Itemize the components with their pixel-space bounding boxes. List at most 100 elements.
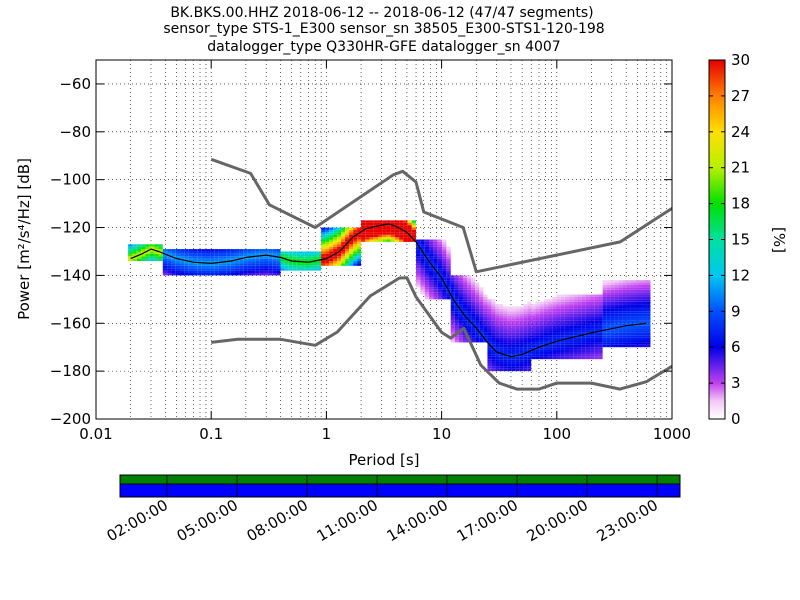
- density-cell: [251, 253, 256, 257]
- density-cell: [523, 344, 528, 348]
- density-cell: [527, 318, 532, 321]
- density-cell: [429, 275, 434, 278]
- density-cell: [325, 256, 330, 259]
- density-cell: [499, 354, 504, 357]
- density-cell: [382, 222, 387, 226]
- density-cell: [487, 366, 492, 369]
- density-cell: [507, 313, 512, 317]
- density-cell: [382, 225, 387, 228]
- density-cell: [569, 306, 574, 309]
- density-cell: [564, 304, 570, 307]
- density-cell: [394, 229, 400, 233]
- density-cell: [446, 284, 451, 288]
- density-cell: [606, 282, 611, 285]
- density-cell: [622, 340, 627, 343]
- density-cell: [429, 251, 434, 254]
- density-cell: [569, 308, 574, 312]
- density-cell: [462, 299, 468, 302]
- density-cell: [552, 342, 557, 345]
- density-cell: [353, 261, 358, 264]
- density-cell: [569, 349, 574, 352]
- density-cell: [556, 344, 561, 348]
- density-cell: [602, 342, 607, 345]
- density-cell: [446, 268, 451, 271]
- density-cell: [313, 261, 318, 264]
- density-cell: [634, 287, 639, 290]
- density-cell: [552, 313, 557, 317]
- density-cell: [467, 284, 472, 288]
- density-cell: [390, 227, 395, 230]
- density-cell: [581, 323, 586, 326]
- density-cell: [349, 263, 354, 266]
- density-cell: [539, 328, 544, 331]
- density-cell: [458, 311, 463, 314]
- density-cell: [539, 308, 544, 312]
- density-cell: [171, 273, 176, 276]
- density-cell: [424, 265, 430, 269]
- density-cell: [519, 306, 524, 309]
- density-cell: [499, 349, 504, 352]
- density-cell: [276, 270, 281, 274]
- density-cell: [230, 251, 235, 254]
- density-cell: [284, 263, 289, 266]
- density-cell: [259, 270, 264, 274]
- density-cell: [622, 287, 627, 290]
- density-cell: [577, 299, 582, 302]
- density-cell: [483, 335, 488, 338]
- density-cell: [634, 284, 639, 288]
- density-cell: [308, 265, 314, 269]
- density-cell: [594, 335, 599, 338]
- density-cell: [499, 356, 504, 360]
- density-cell: [479, 294, 484, 297]
- density-cell: [515, 344, 520, 348]
- density-cell: [585, 306, 591, 309]
- density-cell: [475, 325, 480, 329]
- colorbar-tick-label: 21: [731, 159, 750, 177]
- density-cell: [353, 241, 358, 245]
- density-cell: [503, 363, 508, 367]
- density-cell: [511, 340, 516, 343]
- density-cell: [446, 277, 451, 281]
- density-cell: [646, 282, 651, 285]
- density-cell: [411, 239, 417, 242]
- density-cell: [503, 323, 508, 326]
- density-cell: [646, 330, 651, 333]
- density-cell: [321, 241, 326, 245]
- density-cell: [556, 296, 561, 300]
- density-cell: [539, 325, 544, 329]
- density-cell: [552, 318, 557, 321]
- density-cell: [594, 296, 599, 300]
- density-cell: [149, 246, 155, 250]
- density-cell: [499, 320, 504, 324]
- density-cell: [527, 347, 532, 350]
- density-cell: [167, 251, 172, 254]
- density-cell: [618, 342, 623, 345]
- density-cell: [573, 344, 578, 348]
- density-cell: [634, 344, 639, 348]
- density-cell: [420, 275, 425, 278]
- y-tick-label: −80: [59, 123, 91, 141]
- density-cell: [614, 301, 619, 305]
- density-cell: [634, 301, 639, 305]
- density-cell: [467, 323, 472, 326]
- density-cell: [284, 256, 289, 259]
- density-cell: [128, 253, 133, 257]
- density-cell: [573, 354, 578, 357]
- density-cell: [454, 308, 459, 312]
- density-cell: [475, 335, 480, 338]
- density-cell: [308, 251, 314, 254]
- density-cell: [585, 335, 591, 338]
- density-cell: [462, 277, 468, 281]
- density-cell: [564, 335, 570, 338]
- density-cell: [585, 294, 591, 297]
- density-cell: [345, 258, 350, 262]
- density-cell: [325, 234, 330, 238]
- density-cell: [642, 280, 647, 283]
- density-cell: [573, 342, 578, 345]
- density-cell: [337, 253, 342, 257]
- density-cell: [308, 256, 314, 259]
- density-cell: [433, 265, 438, 269]
- density-cell: [602, 340, 607, 343]
- density-cell: [569, 344, 574, 348]
- density-cell: [263, 273, 269, 276]
